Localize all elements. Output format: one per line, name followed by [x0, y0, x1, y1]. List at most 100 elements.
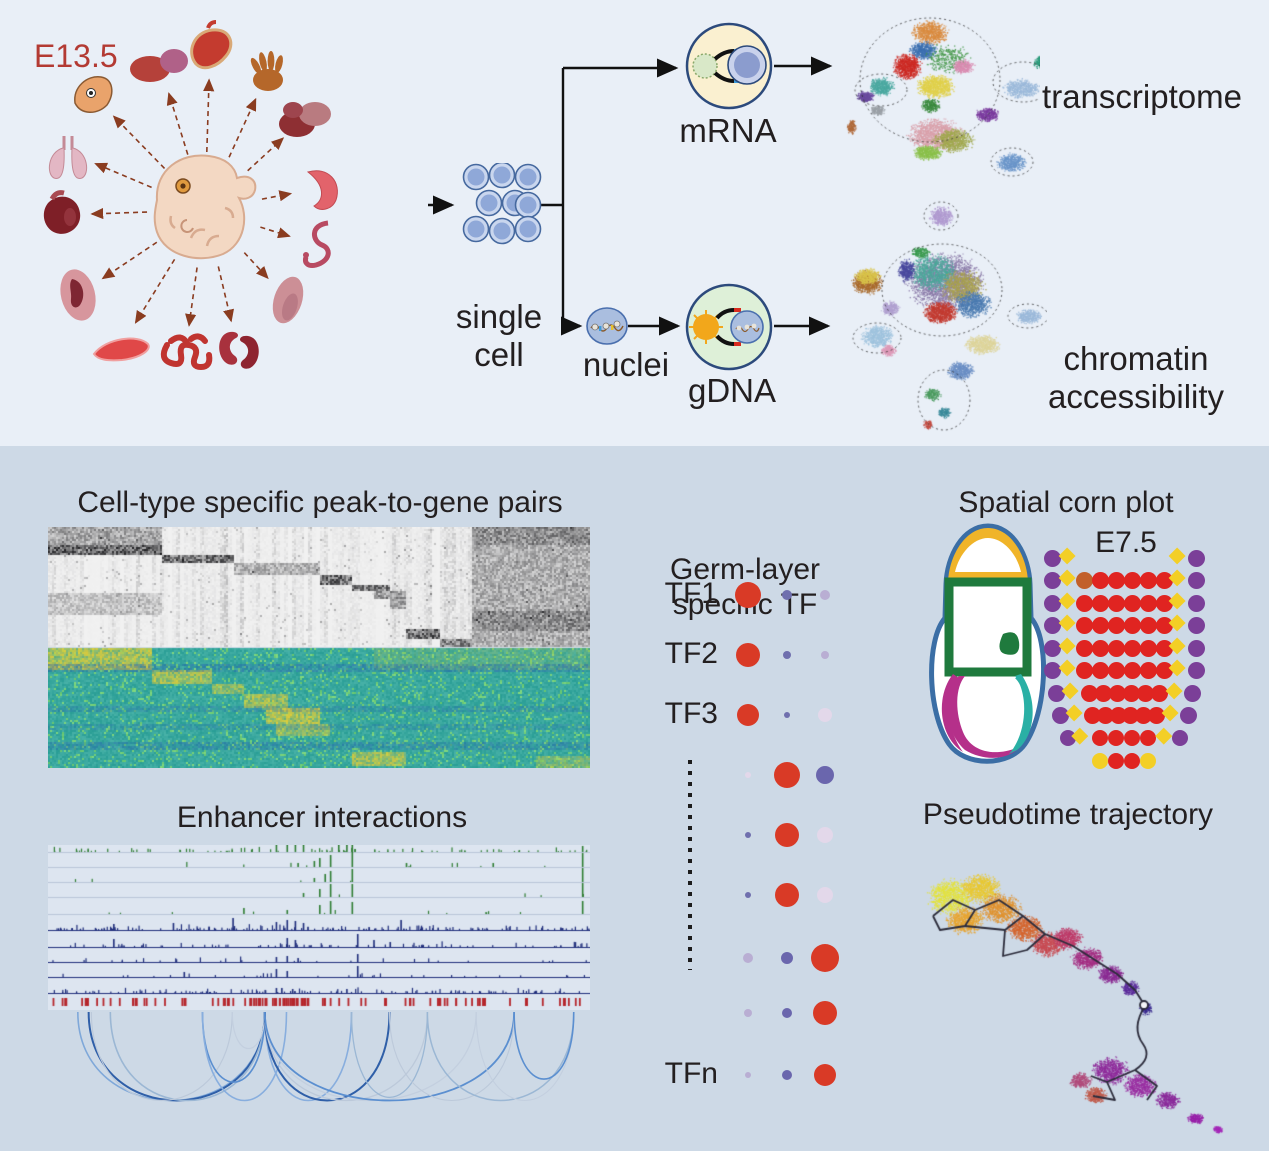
corn-circle-marker: [1155, 616, 1173, 634]
chromatin-accessibility-label: chromatin accessibility: [1047, 339, 1225, 415]
corn-circle-marker: [1155, 571, 1173, 589]
corn-circle-marker: [1124, 730, 1140, 746]
tf-expression-dot: [775, 883, 799, 907]
corn-circle-marker: [1043, 639, 1061, 657]
corn-circle-marker: [1139, 616, 1157, 634]
corn-circle-marker: [1080, 684, 1098, 702]
corn-circle-marker: [1075, 571, 1093, 589]
corn-circle-marker: [1136, 684, 1154, 702]
tf-expression-dot: [784, 712, 790, 718]
tf-row-label: TF3: [664, 697, 718, 730]
corn-circle-marker: [1091, 571, 1109, 589]
heatmap-title: Cell-type specific peak-to-gene pairs: [77, 486, 563, 519]
corn-diamond-marker: [1057, 568, 1076, 587]
nuclei-label: nuclei: [582, 346, 670, 383]
tf-expression-dot: [816, 766, 834, 784]
corn-circle-marker: [1107, 571, 1125, 589]
muscle-icon: [272, 276, 304, 324]
spleen-icon: [306, 170, 338, 210]
cornplot-title: Spatial corn plot: [958, 486, 1174, 519]
corn-diamond-marker: [1057, 636, 1076, 655]
kidneys-icon: [219, 331, 259, 369]
corn-circle-marker: [1139, 661, 1157, 679]
tf-expression-dot: [745, 892, 751, 898]
corn-circle-marker: [1107, 661, 1125, 679]
corn-circle-marker: [1075, 594, 1093, 612]
corn-circle-marker: [1123, 616, 1141, 634]
liver-dark-icon: [279, 102, 331, 137]
mrna-capture-icon: [685, 22, 773, 110]
gdna-label: gDNA: [687, 372, 777, 409]
tf-expression-dot: [744, 1009, 752, 1017]
corn-diamond-marker: [1057, 658, 1076, 677]
corn-circle-marker: [1187, 594, 1205, 612]
corn-circle-marker: [1140, 753, 1156, 769]
corn-circle-marker: [1043, 571, 1061, 589]
tf-expression-dot: [737, 704, 759, 726]
tf-expression-dot: [817, 887, 833, 903]
results-panel: Cell-type specific peak-to-gene pairs En…: [0, 446, 1269, 1151]
tf-expression-dot: [736, 643, 760, 667]
corn-circle-marker: [1094, 684, 1112, 702]
workflow-panel: E13.5 single cell: [0, 0, 1269, 446]
tf-expression-dot: [735, 582, 761, 608]
corn-circle-marker: [1187, 549, 1205, 567]
genome-browser-tracks: [48, 845, 590, 1010]
corn-circle-marker: [1155, 661, 1173, 679]
corn-circle-marker: [1108, 730, 1124, 746]
embryo-icon: [153, 154, 257, 260]
tf-expression-dot: [782, 590, 792, 600]
gut-tube-icon: [303, 220, 331, 268]
corn-circle-marker: [1123, 594, 1141, 612]
pseudotime-trajectory-plot: [895, 838, 1245, 1144]
pseudotime-title: Pseudotime trajectory: [922, 798, 1214, 831]
corn-circle-marker: [1108, 753, 1124, 769]
corn-circle-marker: [1091, 616, 1109, 634]
corn-circle-marker: [1139, 571, 1157, 589]
corn-diamond-marker: [1167, 546, 1186, 565]
corn-circle-marker: [1187, 616, 1205, 634]
corn-circle-marker: [1092, 753, 1108, 769]
corn-circle-marker: [1187, 639, 1205, 657]
corn-plot-grid: [1040, 546, 1220, 786]
tf-row-label: TFn: [664, 1057, 718, 1090]
single-cell-label: single cell: [455, 297, 543, 373]
nucleus-icon: [586, 307, 628, 345]
intestine-icon: [160, 333, 213, 371]
tf-expression-dot: [775, 823, 799, 847]
enhancer-title: Enhancer interactions: [176, 801, 468, 834]
corn-circle-marker: [1091, 661, 1109, 679]
gdna-capture-icon: [685, 283, 773, 371]
workflow-flow-lines: [428, 56, 833, 336]
corn-circle-marker: [1150, 684, 1168, 702]
tf-expression-dot: [783, 651, 791, 659]
corn-circle-marker: [1051, 706, 1069, 724]
tongue-icon: [92, 337, 150, 362]
tf-expression-dot: [811, 944, 839, 972]
corn-circle-marker: [1091, 639, 1109, 657]
corn-circle-marker: [1083, 706, 1101, 724]
interaction-arcs: [77, 1011, 575, 1102]
tf-expression-dot: [782, 1008, 792, 1018]
lungs-icon: [48, 136, 88, 179]
corn-circle-marker: [1123, 571, 1141, 589]
liver-lobes-icon: [130, 49, 188, 82]
tf-expression-dot: [817, 827, 833, 843]
corn-diamond-marker: [1164, 681, 1183, 700]
tf-row-label: TF1: [664, 577, 718, 610]
transcriptome-label: transcriptome: [1042, 78, 1242, 115]
corn-circle-marker: [1187, 571, 1205, 589]
corn-circle-marker: [1091, 594, 1109, 612]
peak-to-gene-heatmap: [48, 527, 590, 768]
corn-diamond-marker: [1057, 546, 1076, 565]
corn-circle-marker: [1179, 706, 1197, 724]
chromatin-umap: [832, 224, 1047, 436]
corn-circle-marker: [1107, 594, 1125, 612]
mrna-label: mRNA: [679, 112, 777, 149]
corn-circle-marker: [1092, 730, 1108, 746]
corn-circle-marker: [1122, 684, 1140, 702]
corn-circle-marker: [1121, 706, 1139, 724]
corn-circle-marker: [1147, 706, 1165, 724]
limb-bud-icon: [250, 51, 283, 91]
